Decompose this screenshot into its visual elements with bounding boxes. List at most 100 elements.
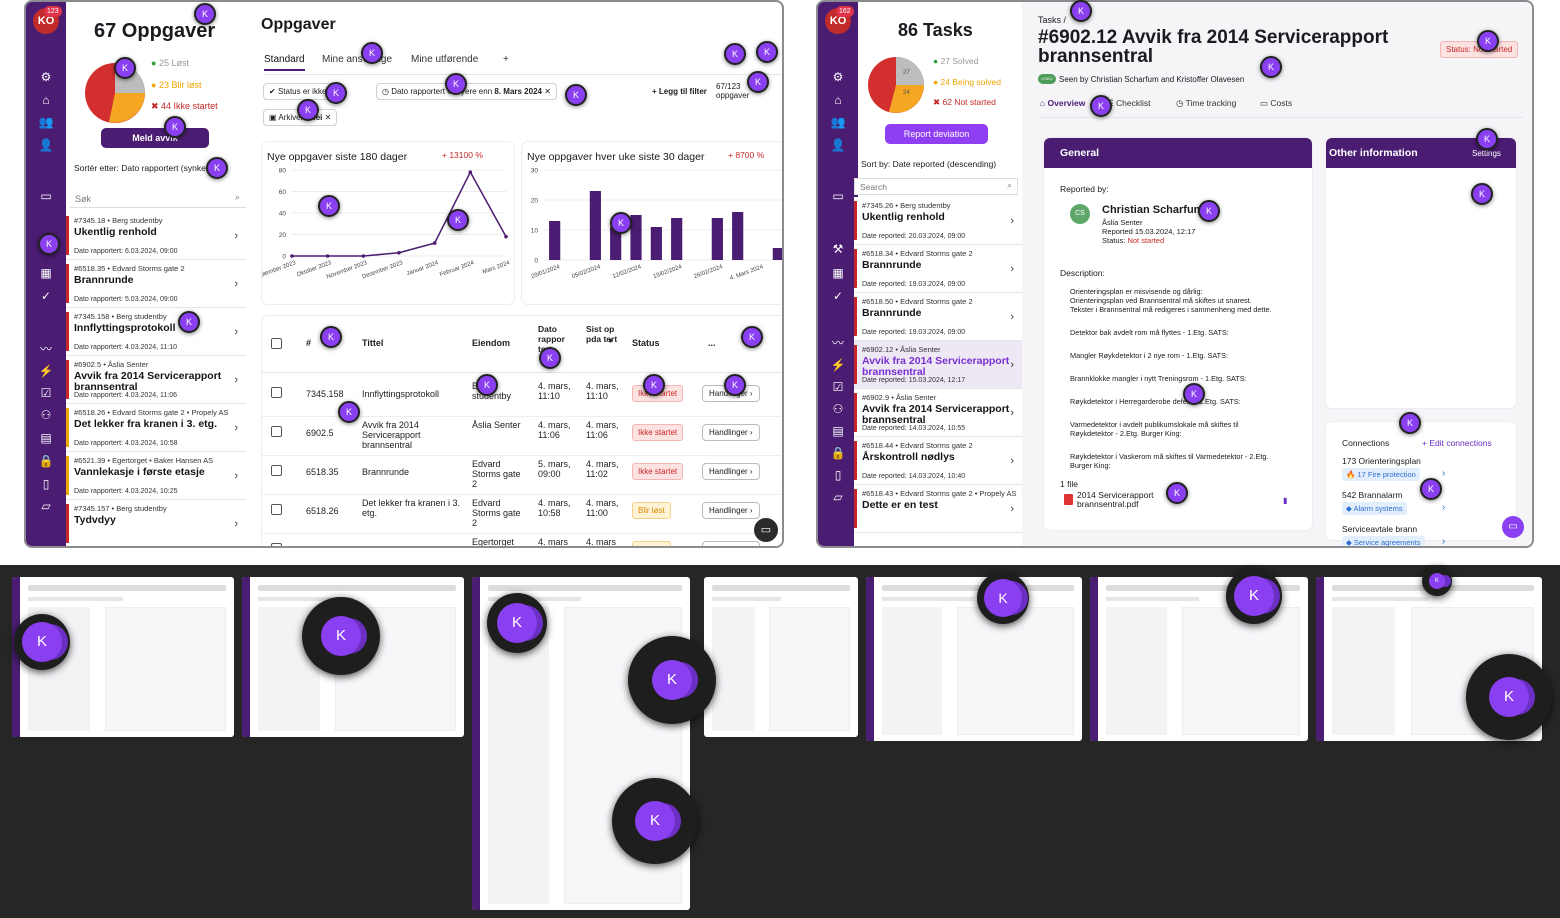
users-icon[interactable]: 👥 <box>830 115 846 129</box>
annotation-marker[interactable]: K <box>1420 478 1442 500</box>
list-item[interactable]: #6521.39 • Egertorget • Baker Hansen AS V… <box>66 452 246 500</box>
actions-button[interactable]: Handlinger › <box>702 502 760 519</box>
trash-icon[interactable]: ▮ <box>1283 496 1288 505</box>
check-icon[interactable]: ✓ <box>832 289 844 303</box>
activity-icon[interactable]: 〰 <box>831 336 844 350</box>
wrench-icon[interactable]: ⚒ <box>832 242 844 256</box>
annotation-bubble[interactable]: K <box>487 593 547 653</box>
annotation-marker[interactable]: K <box>1070 0 1092 22</box>
actions-button[interactable]: Handlinger › <box>702 424 760 441</box>
annotation-marker[interactable]: K <box>741 326 763 348</box>
sort-desc-icon[interactable]: ▼ <box>607 338 614 345</box>
chat-launcher-icon[interactable]: ▭ <box>754 518 778 542</box>
annotation-marker[interactable]: K <box>643 374 665 396</box>
connection-name[interactable]: 173 Orienteringsplan <box>1342 456 1421 466</box>
annotation-marker[interactable]: K <box>1399 412 1421 434</box>
column-header[interactable]: Eiendom <box>472 338 511 348</box>
annotation-bubble[interactable]: K <box>1226 568 1282 624</box>
table-row[interactable] <box>262 378 782 417</box>
annotation-marker[interactable]: K <box>447 209 469 231</box>
annotation-bubble[interactable]: K <box>1466 654 1552 740</box>
list-item[interactable]: #6518.50 • Edvard Storms gate 2 Brannrund… <box>854 293 1022 341</box>
annotation-marker[interactable]: K <box>476 374 498 396</box>
chat-icon[interactable]: ▱ <box>41 499 51 513</box>
chevron-right-icon[interactable]: › <box>1442 502 1446 513</box>
table-row[interactable] <box>262 495 782 534</box>
annotation-marker[interactable]: K <box>38 233 60 255</box>
document-icon[interactable]: ▯ <box>42 477 50 491</box>
chevron-right-icon[interactable]: › <box>1442 536 1446 547</box>
annotation-marker[interactable]: K <box>539 347 561 369</box>
gear-icon[interactable]: ⚙ <box>832 70 844 84</box>
annotation-marker[interactable]: K <box>1476 128 1498 150</box>
status-badge[interactable]: Ikke startet <box>632 463 684 480</box>
cell-title[interactable]: Innflyttingsprotokoll <box>362 389 440 399</box>
tab-item[interactable]: ⌂ Overview <box>1040 98 1085 108</box>
list-item[interactable]: #6902.12 • Åslia Senter Avvik fra 2014 Se… <box>854 341 1022 389</box>
annotation-marker[interactable]: K <box>1198 200 1220 222</box>
annotation-marker[interactable]: K <box>320 326 342 348</box>
connection-tag[interactable]: 🔥 17 Fire protection <box>1342 468 1420 481</box>
list-item[interactable]: #6518.44 • Edvard Storms gate 2 Årskontro… <box>854 437 1022 485</box>
annotation-marker[interactable]: K <box>164 116 186 138</box>
row-checkbox[interactable] <box>271 504 282 515</box>
column-header[interactable]: # <box>306 338 312 348</box>
row-checkbox[interactable] <box>271 426 282 437</box>
settings-link[interactable]: Settings <box>1472 149 1501 158</box>
connection-name[interactable]: Serviceavtale brann <box>1342 524 1418 534</box>
inbox-icon[interactable]: ▭ <box>832 189 844 203</box>
annotation-bubble[interactable]: K <box>302 597 380 675</box>
annotation-marker[interactable]: K <box>206 157 228 179</box>
lock-icon[interactable]: 🔒 <box>38 454 54 468</box>
row-checkbox[interactable] <box>271 465 282 476</box>
connection-name[interactable]: 542 Brannalarm <box>1342 490 1403 500</box>
tab-item[interactable]: ▭ Costs <box>1260 98 1292 109</box>
sort-selector[interactable]: Sortér etter: Dato rapportert (synkende) <box>74 164 224 173</box>
edit-connections-link[interactable]: + Edit connections <box>1422 438 1492 448</box>
table-row[interactable] <box>262 456 782 495</box>
status-badge[interactable]: Ikke startet <box>632 424 684 441</box>
checkbox-icon[interactable]: ☑ <box>40 386 52 400</box>
tab-item[interactable]: Mine ansvarlige <box>322 54 393 65</box>
annotation-marker[interactable]: K <box>194 3 216 25</box>
column-header[interactable]: ... <box>708 338 716 348</box>
cell-title[interactable]: Brannrunde <box>362 467 410 477</box>
calendar-icon[interactable]: ▦ <box>832 266 844 280</box>
filter-date[interactable]: ◷ Dato rapportert er nyere enn 8. Mars 2… <box>376 83 557 100</box>
home-icon[interactable]: ⌂ <box>42 93 50 107</box>
home-icon[interactable]: ⌂ <box>834 93 842 107</box>
cell-title[interactable]: Det lekker fra kranen i 3. etg. <box>362 498 461 518</box>
annotation-marker[interactable]: K <box>361 42 383 64</box>
annotation-marker[interactable]: K <box>325 82 347 104</box>
chat-launcher-icon[interactable]: ▭ <box>1502 516 1524 538</box>
thumbnail[interactable] <box>866 577 1082 741</box>
annotation-marker[interactable]: K <box>1183 383 1205 405</box>
check-icon[interactable]: ✓ <box>40 289 52 303</box>
bolt-icon[interactable]: ⚡ <box>38 364 54 378</box>
report-deviation-button[interactable]: Meld avvik <box>101 128 209 148</box>
gear-icon[interactable]: ⚙ <box>40 70 52 84</box>
annotation-marker[interactable]: K <box>610 212 632 234</box>
lock-icon[interactable]: 🔒 <box>830 446 846 460</box>
sort-selector-right[interactable]: Sort by: Date reported (descending) <box>861 159 997 169</box>
row-checkbox[interactable] <box>271 543 282 546</box>
select-all-checkbox[interactable] <box>271 338 282 349</box>
list-item[interactable]: #7345.26 • Berg studentby Ukentlig renhol… <box>854 197 1022 245</box>
connection-tag[interactable]: ◆ Service agreements <box>1342 536 1425 546</box>
users-icon[interactable]: 👥 <box>38 115 54 129</box>
user-add-icon[interactable]: ⚇ <box>40 408 52 422</box>
inbox-icon[interactable]: ▭ <box>40 189 52 203</box>
tab-item[interactable]: ☷ Checklist <box>1106 98 1150 109</box>
tab-item[interactable]: + <box>503 54 509 65</box>
tab-item[interactable]: Standard <box>264 54 305 71</box>
annotation-marker[interactable]: K <box>318 195 340 217</box>
annotation-bubble[interactable]: K <box>1422 566 1452 596</box>
actions-button[interactable]: Handlinger › <box>702 541 760 546</box>
status-badge[interactable]: Blir løst <box>632 541 671 546</box>
chat-icon[interactable]: ▱ <box>833 490 843 504</box>
column-header[interactable]: Sist op pda tert <box>586 324 618 344</box>
annotation-marker[interactable]: K <box>445 73 467 95</box>
list-item[interactable]: #6902.9 • Åslia Senter Avvik fra 2014 Ser… <box>854 389 1022 437</box>
annotation-marker[interactable]: K <box>1260 56 1282 78</box>
activity-icon[interactable]: 〰 <box>39 342 52 356</box>
